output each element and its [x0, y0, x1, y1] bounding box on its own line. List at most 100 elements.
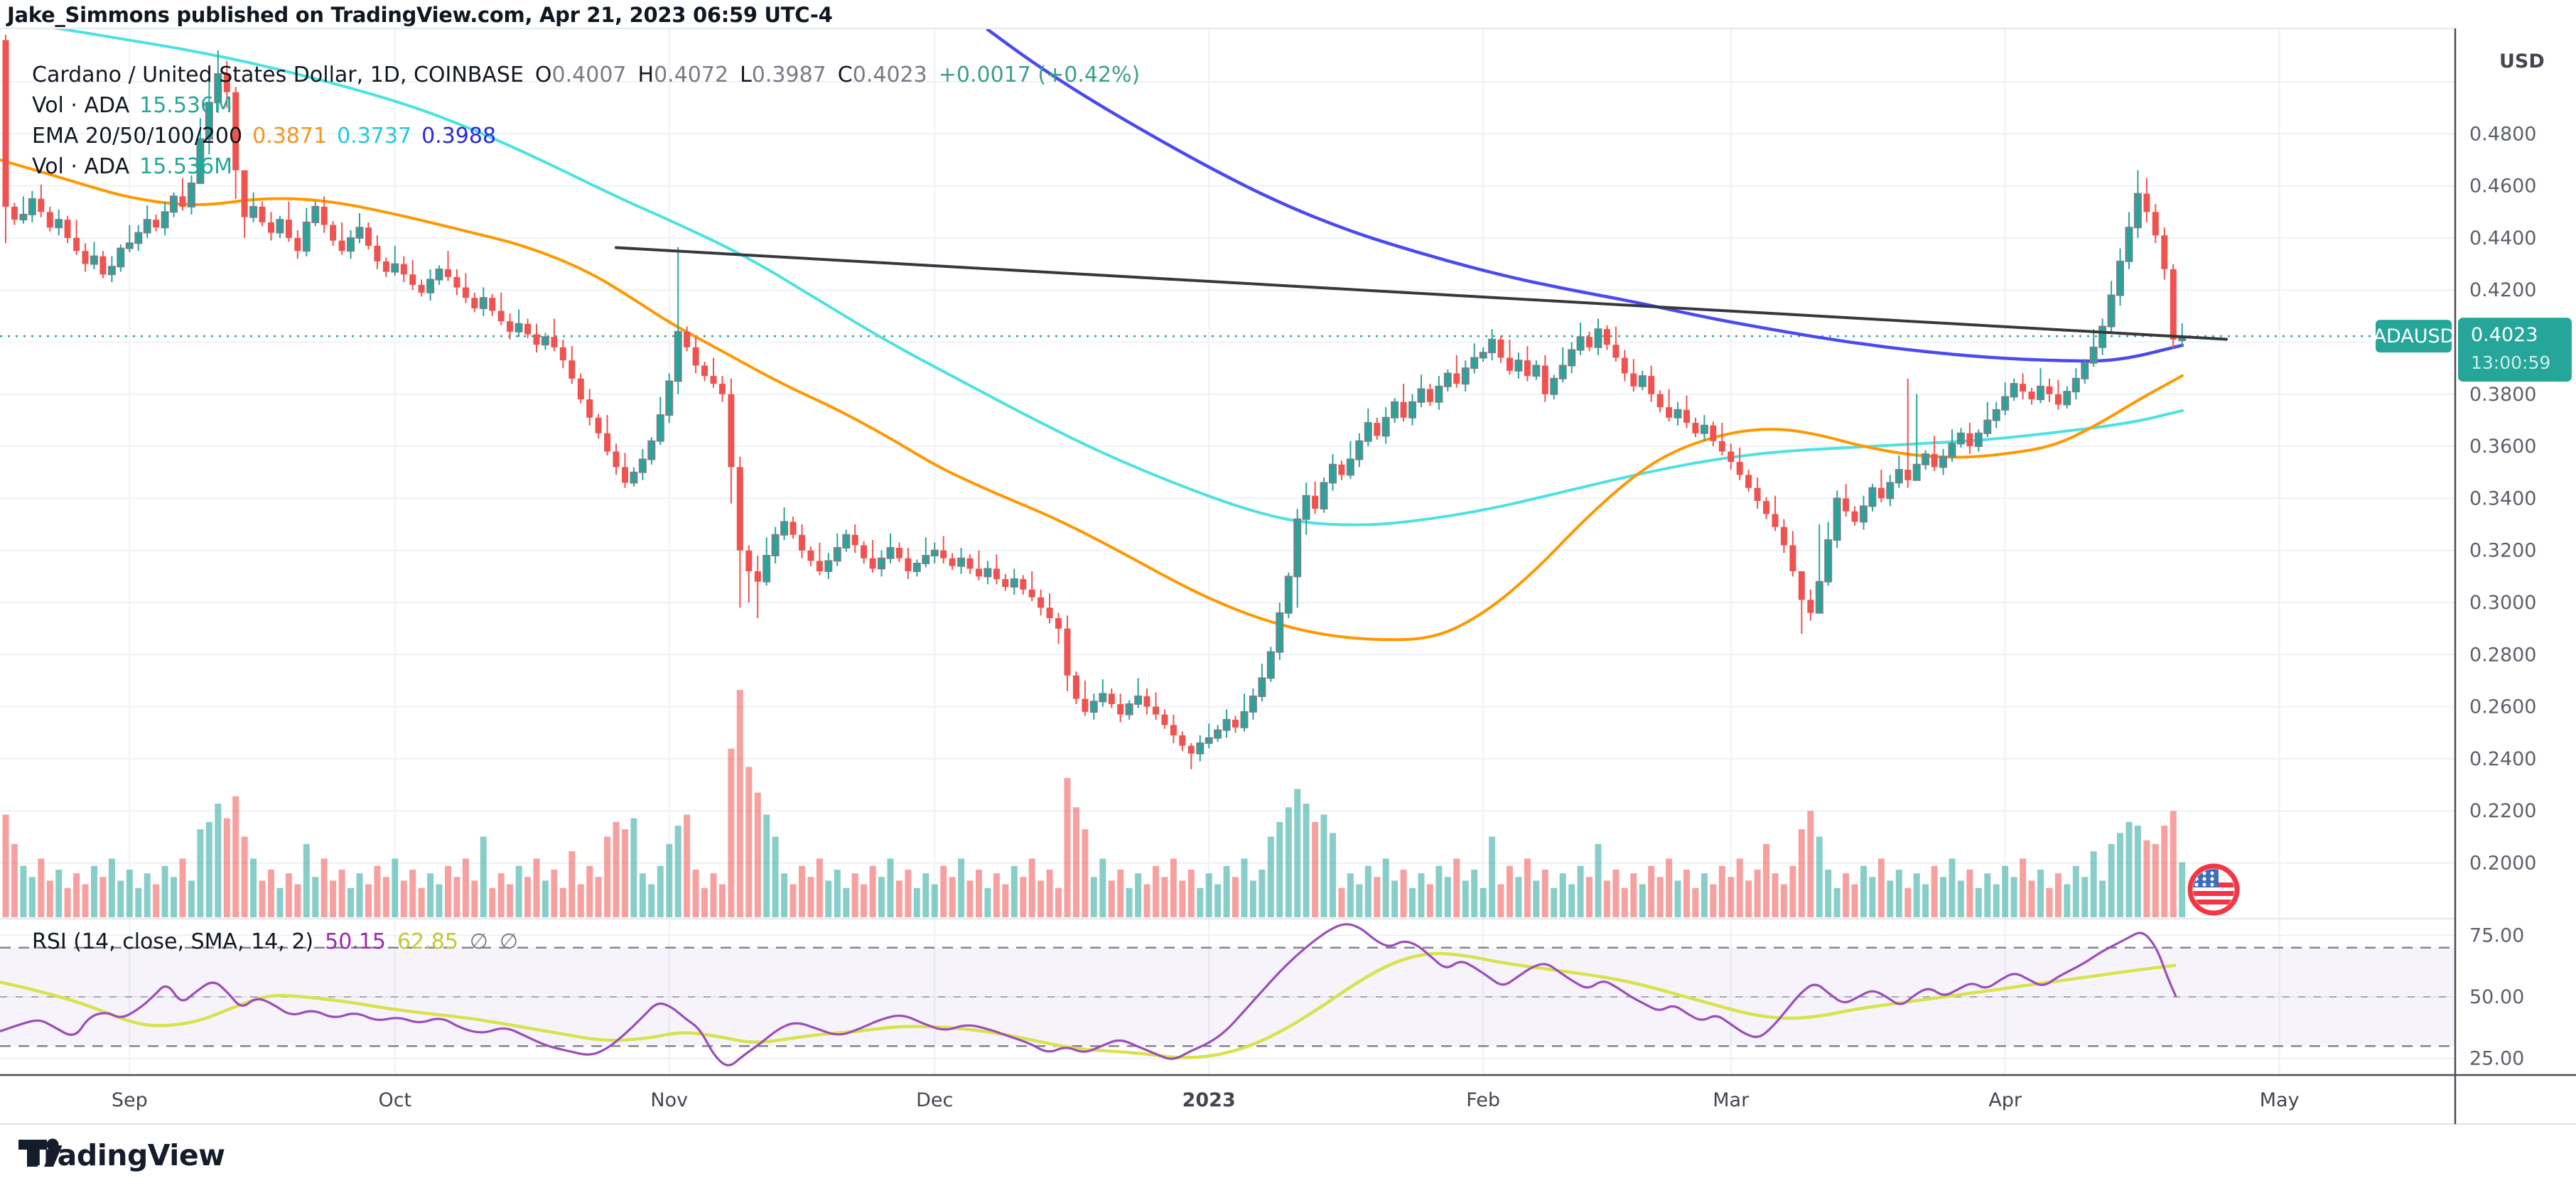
volume-bar	[1710, 884, 1717, 917]
price-axis[interactable]: USD 0.4800 0.4600 0.4400 0.4200 0.3800 0.3600 0…	[2469, 50, 2545, 1070]
candle-body	[302, 221, 311, 252]
candle-body	[11, 206, 18, 220]
volume-bar	[1480, 887, 1487, 917]
candle-body	[613, 451, 620, 468]
volume-legend-row[interactable]: Vol · ADA 15.536M	[32, 90, 1140, 121]
candle-body	[622, 467, 628, 483]
ema-legend-row[interactable]: EMA 20/50/100/200 0.3871 0.3737 0.3988	[32, 121, 1140, 151]
candle-body	[674, 330, 682, 382]
candle-body	[1772, 514, 1779, 527]
candle-body	[294, 237, 301, 252]
candle-body	[2081, 362, 2089, 379]
volume-bar	[1391, 880, 1399, 917]
price-tick-label: 0.2800	[2469, 644, 2536, 666]
candle-body	[1134, 695, 1143, 705]
volume-bar	[1825, 869, 1832, 917]
volume-bar	[639, 873, 646, 917]
candle-body	[922, 555, 930, 564]
rsi-ma-line	[0, 951, 2177, 1059]
candle-body	[533, 334, 540, 345]
candle-body	[684, 331, 691, 347]
symbol-title: Cardano / United States Dollar, 1D, COIN…	[32, 63, 524, 87]
rsi-label: RSI (14, close, SMA, 14, 2)	[32, 929, 314, 954]
candle-body	[19, 213, 28, 221]
candle-body	[1683, 409, 1690, 423]
price-tick-label: 0.2200	[2469, 800, 2536, 822]
volume-bar	[1957, 880, 1964, 917]
rsi-legend-row[interactable]: RSI (14, close, SMA, 14, 2) 50.15 62.85 ∅ ∅	[32, 929, 518, 954]
candle-body	[1656, 394, 1664, 408]
candle-body	[1621, 357, 1628, 374]
price-tick-label: 0.2000	[2469, 853, 2536, 875]
candle-body	[2116, 260, 2124, 296]
candle-body	[320, 206, 328, 225]
volume-bar	[2081, 877, 2089, 917]
volume-bar	[1887, 880, 1894, 917]
volume-bar	[232, 796, 239, 917]
volume-bar	[1993, 884, 2000, 917]
trendline-drawing[interactable]	[615, 246, 2228, 341]
volume-bar	[1117, 869, 1124, 917]
candle-body	[1507, 357, 1513, 371]
candle-body	[497, 310, 505, 322]
candle-body	[949, 558, 956, 566]
candle-body	[807, 550, 814, 561]
candle-body	[1612, 345, 1620, 358]
candle-body	[851, 534, 858, 546]
volume-bar	[1170, 858, 1177, 917]
volume-bar	[1426, 884, 1433, 917]
volume2-legend-row[interactable]: Vol · ADA 15.536M	[32, 151, 1140, 182]
volume-bar	[1895, 869, 1902, 917]
symbol-legend-row[interactable]: Cardano / United States Dollar, 1D, COIN…	[32, 60, 1140, 90]
volume-bar	[887, 858, 894, 917]
candle-body	[1108, 693, 1115, 704]
volume-bar	[1241, 858, 1248, 917]
volume-bar	[1869, 877, 1876, 917]
candle-body	[514, 323, 523, 333]
volume-bar	[205, 821, 212, 917]
plot-layer[interactable]	[0, 19, 2455, 917]
volume-bar	[294, 884, 301, 917]
candle-body	[1966, 433, 1973, 447]
ohlc-number: 0.4072	[654, 63, 729, 87]
volume-bar	[1745, 880, 1752, 917]
candle-body	[205, 102, 213, 140]
candle-body	[268, 222, 274, 233]
candle-body	[107, 266, 116, 276]
candle-body	[1860, 505, 1868, 523]
candle-body	[630, 471, 638, 484]
volume-bar	[1798, 829, 1805, 917]
time-axis[interactable]: Sep Oct Nov Dec 2023 Feb Mar Apr May	[112, 1089, 2300, 1111]
symbol-chip-label: ADAUSD	[2373, 325, 2455, 347]
volume-bar	[1551, 887, 1558, 917]
candle-body	[1293, 518, 1302, 578]
volume-bar	[1833, 887, 1841, 917]
ema-200-line	[986, 29, 2184, 363]
candle-body	[1728, 451, 1735, 463]
volume-bar	[2143, 840, 2150, 917]
volume-bar	[2054, 873, 2062, 917]
volume-bar	[2064, 884, 2071, 917]
price-countdown-box	[2458, 318, 2572, 382]
candle-body	[179, 196, 186, 207]
candle-body	[595, 417, 602, 433]
candle-body	[1276, 612, 1284, 653]
volume-bar	[1153, 865, 1159, 917]
candle-body	[1843, 498, 1850, 512]
volume-label: Vol · ADA	[32, 93, 130, 118]
candle-body	[2125, 227, 2133, 262]
rsi-pane[interactable]	[0, 923, 2455, 1066]
candle-body	[2133, 193, 2142, 229]
candle-body	[90, 255, 98, 265]
us-flag-event-icon[interactable]	[2187, 863, 2240, 916]
volume-bar	[1533, 880, 1540, 917]
candle-body	[1877, 487, 1885, 499]
candle-body	[1718, 441, 1725, 452]
volume-bar	[161, 865, 168, 917]
candle-body	[1630, 373, 1637, 387]
candle-body	[957, 557, 966, 567]
rsi-line	[0, 923, 2177, 1066]
candle-body	[1214, 729, 1222, 739]
volume-bar	[1877, 858, 1885, 917]
